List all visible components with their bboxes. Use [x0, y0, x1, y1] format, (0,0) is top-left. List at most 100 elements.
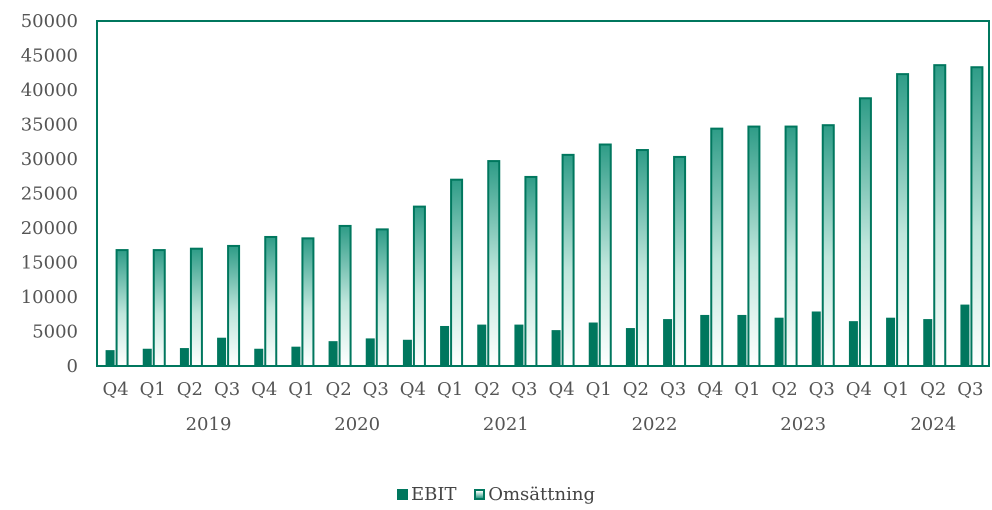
legend-swatch-ebit: [397, 489, 409, 500]
bar-omsattning: [412, 205, 426, 367]
bar-ebit: [848, 321, 858, 366]
y-tick-label: 10000: [21, 287, 78, 308]
year-label: 2020: [334, 414, 380, 435]
x-tick-label: Q2: [623, 379, 649, 400]
y-tick-label: 50000: [21, 11, 78, 32]
y-tick-label: 5000: [32, 322, 78, 343]
bar-omsattning: [747, 125, 761, 367]
x-tick-label: Q1: [140, 379, 166, 400]
bar-omsattning: [264, 235, 278, 367]
bar-omsattning: [338, 224, 352, 367]
bar-omsattning: [933, 64, 947, 367]
x-tick-label: Q2: [771, 379, 797, 400]
y-axis-tick-labels: 0 5000 10000 15000 20000 25000 30000 35000 40000…: [21, 11, 78, 377]
x-tick-label: Q3: [660, 379, 686, 400]
bar-ebit: [923, 319, 933, 366]
x-tick-label: Q4: [548, 379, 574, 400]
x-tick-label: Q4: [846, 379, 872, 400]
plot-area-border: [96, 20, 990, 367]
bar-ebit: [142, 348, 152, 366]
bar-ebit: [588, 322, 598, 366]
legend-label-omsattning: Omsättning: [488, 484, 595, 505]
x-tick-label: Q2: [920, 379, 946, 400]
x-tick-label: Q1: [288, 379, 314, 400]
x-tick-label: Q3: [363, 379, 389, 400]
bar-ebit: [365, 338, 375, 366]
bar-omsattning: [821, 124, 835, 367]
bar-omsattning: [598, 143, 612, 367]
year-label: 2023: [780, 414, 826, 435]
year-label: 2022: [632, 414, 678, 435]
legend-item-ebit: EBIT: [397, 484, 457, 505]
bar-omsattning: [784, 125, 798, 367]
bar-ebit: [886, 317, 896, 366]
x-tick-label: Q1: [883, 379, 909, 400]
bar-ebit: [402, 339, 412, 366]
bar-omsattning: [301, 237, 315, 368]
x-tick-label: Q3: [957, 379, 983, 400]
year-label: 2021: [483, 414, 529, 435]
bar-omsattning: [561, 153, 575, 367]
bar-omsattning: [115, 249, 129, 367]
bars: [105, 64, 984, 368]
x-tick-label: Q4: [102, 379, 128, 400]
y-tick-label: 35000: [21, 115, 78, 136]
bar-ebit: [217, 337, 227, 366]
bar-omsattning: [189, 247, 203, 367]
bar-omsattning: [896, 73, 910, 367]
x-tick-label: Q2: [177, 379, 203, 400]
legend-label-ebit: EBIT: [411, 484, 457, 505]
bar-ebit: [811, 311, 821, 366]
bar-ebit: [440, 325, 450, 366]
y-tick-label: 40000: [21, 80, 78, 101]
bar-omsattning: [858, 97, 872, 367]
bar-ebit: [551, 330, 561, 366]
x-tick-label: Q3: [809, 379, 835, 400]
bar-ebit: [700, 314, 710, 366]
x-tick-label: Q1: [437, 379, 463, 400]
x-tick-label: Q3: [511, 379, 537, 400]
y-tick-label: 20000: [21, 218, 78, 239]
y-tick-label: 30000: [21, 149, 78, 170]
bar-ebit: [254, 348, 264, 366]
bar-ebit: [960, 304, 970, 366]
bar-chart: 0 5000 10000 15000 20000 25000 30000 35000 40000…: [21, 11, 990, 435]
bar-omsattning: [152, 249, 166, 367]
bar-omsattning: [450, 178, 464, 367]
bar-ebit: [737, 314, 747, 366]
bar-omsattning: [375, 228, 389, 367]
year-label: 2024: [910, 414, 956, 435]
x-tick-label: Q3: [214, 379, 240, 400]
bar-omsattning: [524, 175, 538, 367]
x-axis-tick-labels: Q4 Q1 Q2 Q3 Q4 Q1 Q2 Q3 Q4 Q1 Q2 Q3 Q4 Q1 Q2 Q3 Q4 Q1 Q2 Q3…: [102, 379, 983, 400]
x-tick-label: Q1: [734, 379, 760, 400]
bar-ebit: [179, 348, 189, 366]
bar-omsattning: [227, 244, 241, 367]
bar-ebit: [625, 328, 635, 366]
x-tick-label: Q4: [400, 379, 426, 400]
x-tick-label: Q4: [251, 379, 277, 400]
y-tick-label: 45000: [21, 46, 78, 67]
bar-omsattning: [673, 155, 687, 367]
year-label: 2019: [186, 414, 232, 435]
x-tick-label: Q4: [697, 379, 723, 400]
bar-ebit: [663, 319, 673, 366]
bar-ebit: [514, 324, 524, 366]
y-tick-label: 25000: [21, 184, 78, 205]
legend-item-omsattning: Omsättning: [474, 484, 595, 505]
x-tick-label: Q1: [586, 379, 612, 400]
bar-ebit: [105, 350, 115, 366]
x-tick-label: Q2: [325, 379, 351, 400]
bar-ebit: [477, 324, 487, 366]
bar-ebit: [774, 317, 784, 366]
legend-swatch-omsattning: [474, 489, 486, 500]
year-labels: 2019 2020 2021 2022 2023 2024: [186, 414, 957, 435]
x-tick-label: Q2: [474, 379, 500, 400]
bar-ebit: [291, 346, 301, 366]
y-tick-label: 15000: [21, 253, 78, 274]
bar-ebit: [328, 341, 338, 366]
bar-omsattning: [970, 66, 984, 367]
bar-omsattning: [635, 149, 649, 367]
bar-omsattning: [487, 160, 501, 367]
legend: EBIT Omsättning: [0, 484, 992, 505]
